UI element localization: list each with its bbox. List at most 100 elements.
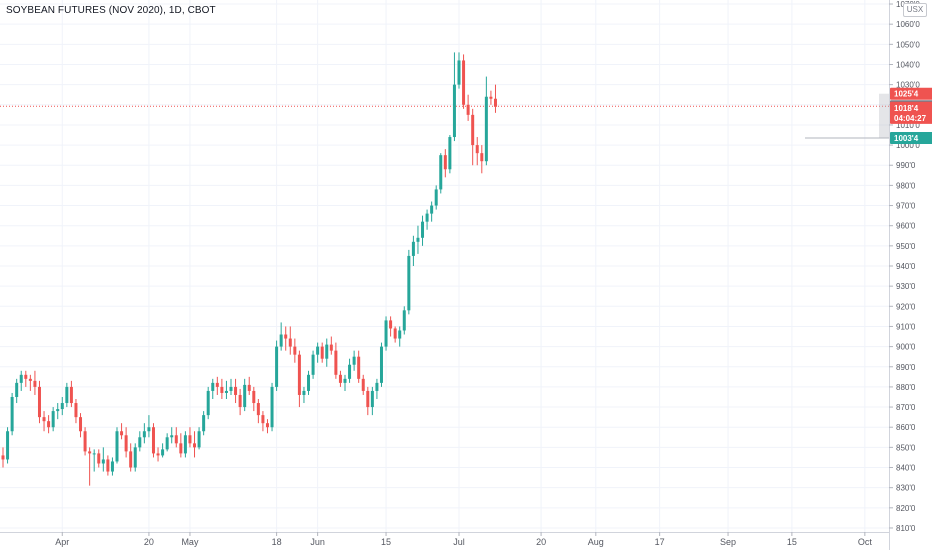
y-tick-label: 890'0	[896, 363, 916, 372]
range-highlight	[879, 93, 889, 139]
y-tick-label: 1010'0	[896, 121, 920, 130]
candle-body	[421, 221, 425, 238]
candle-body	[179, 443, 183, 454]
candle-body	[379, 346, 383, 383]
candle-body	[430, 205, 434, 214]
candle-body	[270, 386, 274, 428]
candle-body	[133, 447, 137, 468]
price-label-bg	[890, 111, 932, 124]
y-tick-label: 910'0	[896, 322, 916, 331]
candle-body	[256, 403, 260, 416]
candle-body	[293, 346, 297, 355]
candle-body	[74, 403, 78, 418]
candle-body	[79, 417, 83, 432]
x-tick-label: 20	[536, 537, 546, 547]
candle-body	[275, 346, 279, 387]
y-tick-label: 1030'0	[896, 81, 920, 90]
candle-body	[439, 155, 443, 190]
candle-body	[480, 153, 484, 162]
candle-body	[361, 378, 365, 391]
candle-body	[343, 378, 347, 383]
candle-body	[193, 443, 197, 448]
candle-body	[106, 459, 110, 472]
candle-body	[484, 96, 488, 162]
candle-body	[329, 344, 333, 351]
candle-body	[124, 435, 128, 452]
candle-body	[60, 403, 64, 410]
candle-body	[42, 417, 46, 422]
candle-body	[47, 421, 51, 428]
candle-body	[265, 423, 269, 428]
candle-body	[297, 354, 301, 395]
candle-body	[142, 431, 146, 438]
price-label-bg	[890, 101, 932, 114]
candle-body	[320, 346, 324, 359]
candle-body	[475, 145, 479, 154]
currency-button[interactable]: USX	[903, 3, 927, 17]
candle-body	[348, 364, 352, 379]
x-tick-label: Sep	[720, 537, 736, 547]
candle-body	[489, 96, 493, 99]
candle-body	[448, 137, 452, 170]
candle-body	[398, 330, 402, 339]
y-tick-label: 950'0	[896, 242, 916, 251]
price-label: 1025'4	[894, 90, 919, 99]
x-tick-label: Aug	[588, 537, 604, 547]
candle-body	[325, 344, 329, 359]
candle-body	[370, 390, 374, 408]
candle-body	[24, 374, 28, 379]
candle-body	[366, 390, 370, 408]
candle-body	[115, 431, 119, 462]
candle-body	[238, 394, 242, 408]
candle-body	[156, 453, 160, 456]
candle-body	[215, 382, 219, 387]
candle-body	[211, 382, 215, 391]
candle-body	[206, 390, 210, 416]
candle-body	[384, 320, 388, 347]
y-tick-label: 1060'0	[896, 20, 920, 29]
candle-body	[15, 382, 19, 397]
x-tick-label: 15	[787, 537, 797, 547]
x-tick-label: Apr	[55, 537, 69, 547]
candle-body	[33, 380, 37, 387]
candle-body	[10, 396, 14, 432]
x-tick-label: May	[181, 537, 199, 547]
candle-body	[56, 409, 60, 412]
candle-body	[138, 437, 142, 448]
candle-body	[120, 431, 124, 436]
candle-body	[334, 350, 338, 375]
y-tick-label: 870'0	[896, 403, 916, 412]
candle-body	[37, 386, 41, 418]
candle-body	[161, 449, 165, 456]
candle-body	[229, 386, 233, 391]
candle-body	[252, 390, 256, 404]
candle-body	[174, 435, 178, 444]
price-label: 04:04:27	[894, 114, 927, 123]
candle-body	[261, 415, 265, 424]
candle-body	[425, 213, 429, 222]
candle-body	[407, 255, 411, 311]
candle-body	[165, 437, 169, 450]
price-label-bg	[890, 132, 932, 145]
candle-body	[234, 386, 238, 395]
candle-body	[393, 328, 397, 339]
candle-body	[307, 374, 311, 391]
y-tick-label: 1000'0	[896, 141, 920, 150]
candle-body	[88, 451, 92, 454]
candle-body	[493, 98, 497, 107]
chart-title: SOYBEAN FUTURES (NOV 2020), 1D, CBOT	[6, 5, 216, 16]
x-tick-label: Oct	[858, 537, 873, 547]
candle-body	[83, 431, 87, 452]
candle-body	[284, 334, 288, 339]
y-tick-label: 860'0	[896, 423, 916, 432]
y-tick-label: 970'0	[896, 202, 916, 211]
candle-body	[457, 60, 461, 85]
price-label-bg	[890, 87, 932, 100]
y-tick-label: 830'0	[896, 484, 916, 493]
y-tick-label: 810'0	[896, 524, 916, 533]
candle-body	[151, 427, 155, 454]
candle-body	[51, 411, 55, 428]
y-tick-label: 920'0	[896, 302, 916, 311]
candle-body	[416, 237, 420, 242]
candle-body	[69, 386, 73, 404]
